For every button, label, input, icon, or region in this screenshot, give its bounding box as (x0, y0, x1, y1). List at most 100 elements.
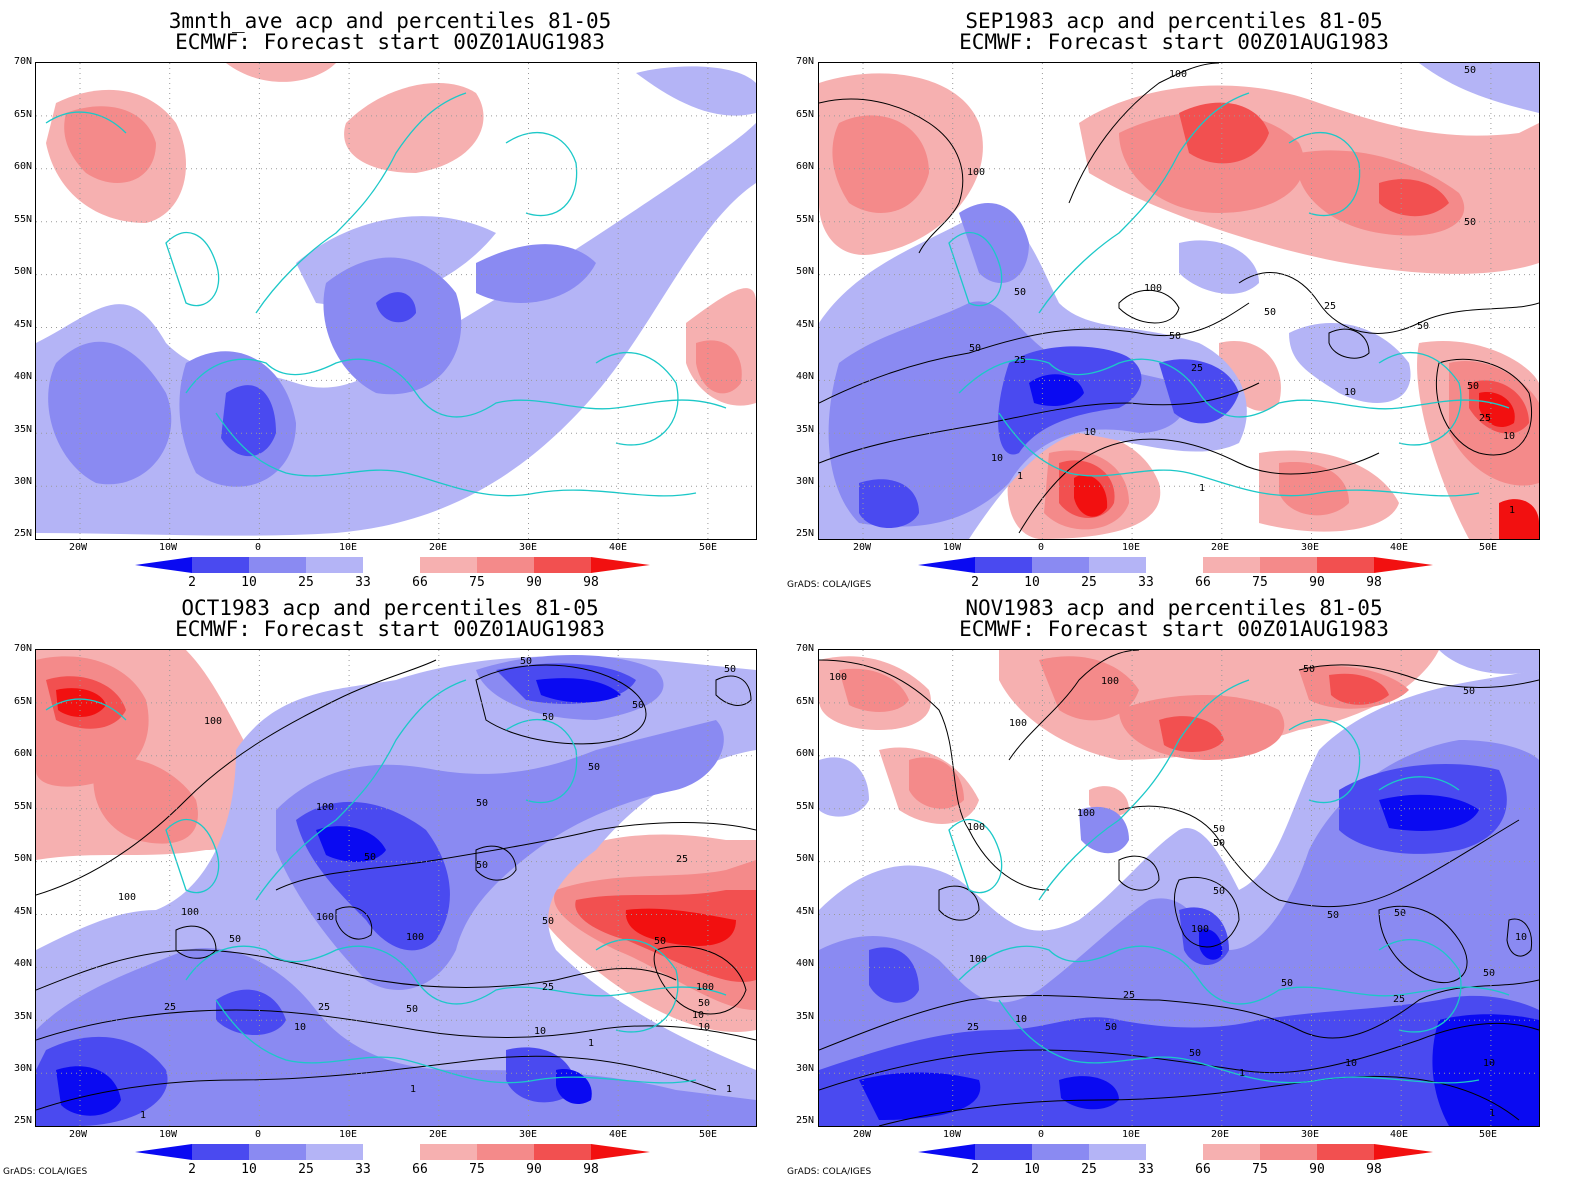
colorbar-label: 66 (412, 1162, 428, 1177)
contour-label: 50 (724, 664, 736, 675)
contour-label: 100 (118, 892, 136, 903)
colorbar-label: 25 (1081, 575, 1097, 590)
contour-label: 50 (229, 934, 241, 945)
lon-label: 20E (1210, 1129, 1230, 1140)
lon-label: 50E (698, 1129, 718, 1140)
contour-label: 25 (1191, 363, 1203, 374)
graticule (36, 63, 756, 539)
contour-label: 100 (1169, 69, 1187, 80)
lon-label: 40E (1389, 542, 1409, 553)
colorbar-label: 33 (355, 575, 371, 590)
lat-label: 45N (795, 319, 814, 330)
map-area: 50 50 50 100 50 50 50 100 50 50 100 100 … (35, 649, 757, 1127)
colorbar-label: 98 (583, 575, 599, 590)
contour-label: 50 (1464, 65, 1476, 76)
contour-label: 50 (1264, 307, 1276, 318)
lat-label: 25N (795, 528, 814, 539)
lat-label: 25N (795, 1115, 814, 1126)
grads-credit: GrADS: COLA/IGES (3, 1167, 88, 1177)
contour-label: 100 (316, 912, 334, 923)
contour-label: 50 (1464, 217, 1476, 228)
contour-label: 25 (1014, 355, 1026, 366)
contour-label: 100 (1101, 676, 1119, 687)
colorbar-label: 10 (241, 1162, 257, 1177)
percentile-map: 100 100 50 100 50 25 50 50 25 50 25 10 1… (819, 63, 1539, 539)
lon-label: 20E (428, 1129, 448, 1140)
colorbar-label: 2 (188, 1162, 196, 1177)
colorbar-label: 10 (241, 575, 257, 590)
colorbar-label: 75 (1252, 575, 1268, 590)
colorbar-label: 33 (355, 1162, 371, 1177)
contour-label: 10 (1345, 1058, 1357, 1069)
contour-label: 50 (476, 798, 488, 809)
panel-title-line1: OCT1983 acp and percentiles 81-05 (181, 596, 599, 620)
contour-label: 50 (1014, 287, 1026, 298)
lon-label: 30E (518, 1129, 538, 1140)
contour-label: 10 (698, 1022, 710, 1033)
contour-label: 50 (654, 936, 666, 947)
contour-label: 10 (991, 453, 1003, 464)
lon-label: 50E (1478, 542, 1498, 553)
lon-label: 10W (158, 1129, 178, 1140)
lon-label: 10W (942, 1129, 962, 1140)
lon-label: 40E (608, 542, 628, 553)
contour-label: 50 (520, 656, 532, 667)
lat-label: 30N (795, 476, 814, 487)
lat-label: 55N (795, 801, 814, 812)
contour-label: 50 (1417, 321, 1429, 332)
colorbar-label: 33 (1138, 1162, 1154, 1177)
contour-label: 100 (1191, 924, 1209, 935)
lon-label: 30E (1300, 542, 1320, 553)
contour-label: 100 (406, 932, 424, 943)
colorbar-label: 2 (188, 575, 196, 590)
contour-label: 50 (588, 762, 600, 773)
contour-label: 50 (1189, 1048, 1201, 1059)
graticule (819, 650, 1539, 1126)
panel-3month-average: 3mnth_ave acp and percentiles 81-05 ECMW… (0, 0, 780, 598)
contour-label: 1 (1017, 471, 1023, 482)
contour-label: 25 (164, 1002, 176, 1013)
contour-label: 1 (588, 1038, 594, 1049)
colorbar-label: 98 (583, 1162, 599, 1177)
colorbar (135, 1144, 655, 1164)
panel-title-line2: ECMWF: Forecast start 00Z01AUG1983 (175, 30, 605, 54)
percentile-map (36, 63, 756, 539)
contour-label: 100 (1077, 808, 1095, 819)
lat-label: 35N (13, 1011, 32, 1022)
panel-title-line2: ECMWF: Forecast start 00Z01AUG1983 (175, 617, 605, 641)
contour-label: 100 (829, 672, 847, 683)
grads-credit: GrADS: COLA/IGES (787, 580, 872, 590)
colorbar-label: 75 (469, 575, 485, 590)
panel-title-line1: NOV1983 acp and percentiles 81-05 (965, 596, 1383, 620)
contour-label: 25 (1479, 413, 1491, 424)
colorbar-label: 66 (1195, 1162, 1211, 1177)
lat-label: 40N (13, 371, 32, 382)
panel-nov1983: NOV1983 acp and percentiles 81-05 ECMWF:… (784, 587, 1564, 1185)
lat-label: 30N (13, 476, 32, 487)
contour-label: 50 (542, 712, 554, 723)
lat-label: 55N (795, 214, 814, 225)
lat-label: 65N (13, 109, 32, 120)
contour-label: 10 (1503, 431, 1515, 442)
panel-title-line2: ECMWF: Forecast start 00Z01AUG1983 (959, 617, 1389, 641)
contour-label: 1 (1239, 1068, 1245, 1079)
lat-label: 50N (13, 853, 32, 864)
contour-label: 10 (1344, 387, 1356, 398)
lon-label: 40E (1389, 1129, 1409, 1140)
lon-label: 20E (1210, 542, 1230, 553)
contour-label: 25 (542, 982, 554, 993)
lat-label: 50N (795, 266, 814, 277)
lon-label: 10W (158, 542, 178, 553)
lat-label: 70N (13, 56, 32, 67)
contour-label: 100 (204, 716, 222, 727)
contour-label: 100 (696, 982, 714, 993)
colorbar-label: 2 (971, 1162, 979, 1177)
contour-label: 25 (1123, 990, 1135, 1001)
contour-label: 50 (364, 852, 376, 863)
contour-label: 100 (969, 954, 987, 965)
colorbar (918, 1144, 1438, 1164)
panel-title-line2: ECMWF: Forecast start 00Z01AUG1983 (959, 30, 1389, 54)
percentile-map: 50 50 50 100 50 50 50 100 50 50 100 100 … (36, 650, 756, 1126)
contour-label: 25 (967, 1022, 979, 1033)
colorbar-label: 75 (469, 1162, 485, 1177)
